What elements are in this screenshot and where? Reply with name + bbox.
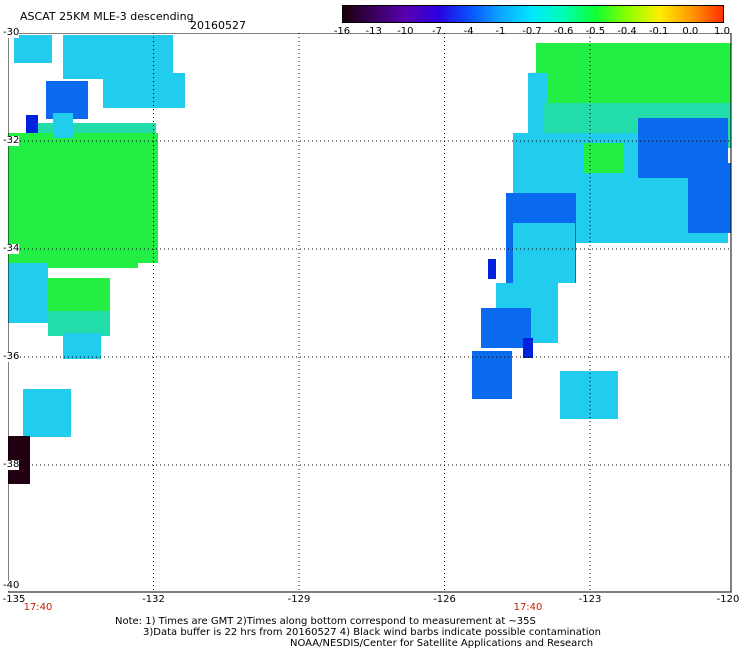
colorbar-tick: -0.1 bbox=[648, 26, 669, 37]
latitude-label: -34 bbox=[3, 243, 20, 254]
swath-cell bbox=[472, 351, 512, 399]
longitude-label: -126 bbox=[433, 594, 456, 605]
colorbar-tick: -13 bbox=[365, 26, 382, 37]
swath-cell bbox=[48, 311, 110, 336]
swath-cell bbox=[513, 223, 575, 283]
colorbar-tick: -0.6 bbox=[553, 26, 574, 37]
colorbar-tick: -0.7 bbox=[522, 26, 542, 37]
swath-cell bbox=[23, 389, 71, 437]
colorbar-tick: -4 bbox=[463, 26, 474, 37]
map-frame bbox=[8, 33, 732, 593]
note-line-1: Note: 1) Times are GMT 2)Times along bot… bbox=[115, 616, 536, 627]
swath-cell bbox=[103, 73, 185, 108]
colorbar bbox=[342, 5, 724, 23]
swath-cell bbox=[48, 278, 110, 313]
swath-cell bbox=[63, 333, 101, 359]
latitude-label: -30 bbox=[3, 27, 20, 38]
colorbar-tick: -1 bbox=[495, 26, 506, 37]
longitude-label: -129 bbox=[287, 594, 311, 605]
swath-cell bbox=[46, 81, 88, 119]
map-title: ASCAT 25KM MLE-3 descending bbox=[20, 10, 194, 23]
swath-cell bbox=[523, 338, 533, 358]
latitude-label: -38 bbox=[3, 459, 20, 470]
latitude-label: -36 bbox=[3, 351, 20, 362]
longitude-label: -135 bbox=[2, 594, 26, 605]
longitude-label: -132 bbox=[142, 594, 165, 605]
swath-cell bbox=[488, 259, 496, 279]
colorbar-tick: -7 bbox=[432, 26, 442, 37]
swath-cells bbox=[8, 35, 731, 484]
pass-time-label: 17:40 bbox=[23, 602, 53, 613]
note-line-3: NOAA/NESDIS/Center for Satellite Applica… bbox=[290, 638, 594, 649]
colorbar-tick: -10 bbox=[397, 26, 414, 37]
colorbar-tick: -0.4 bbox=[617, 26, 637, 37]
swath-cell bbox=[14, 35, 52, 63]
swath-cell bbox=[63, 35, 173, 79]
gridlines bbox=[8, 33, 731, 592]
swath-cell bbox=[8, 263, 48, 323]
swath-cell bbox=[53, 113, 73, 138]
latitude-label: -40 bbox=[3, 580, 20, 591]
longitude-label: -123 bbox=[578, 594, 602, 605]
swath-cell bbox=[26, 115, 38, 133]
swath-cell bbox=[481, 308, 531, 348]
colorbar-tick: -16 bbox=[333, 26, 351, 37]
colorbar-tick: 1.0 bbox=[714, 26, 730, 37]
longitude-label: -120 bbox=[716, 594, 740, 605]
map-date: 20160527 bbox=[190, 19, 246, 32]
latitude-label: -32 bbox=[3, 135, 20, 146]
colorbar-tick: -0.5 bbox=[585, 26, 606, 37]
pass-time-label: 17:40 bbox=[513, 602, 543, 613]
note-line-2: 3)Data buffer is 22 hrs from 20160527 4)… bbox=[143, 627, 601, 638]
swath-cell bbox=[583, 143, 623, 173]
swath-cell bbox=[560, 371, 618, 419]
swath-cell bbox=[688, 163, 731, 233]
colorbar-tick: 0.0 bbox=[682, 26, 699, 37]
swath-map bbox=[8, 33, 732, 593]
